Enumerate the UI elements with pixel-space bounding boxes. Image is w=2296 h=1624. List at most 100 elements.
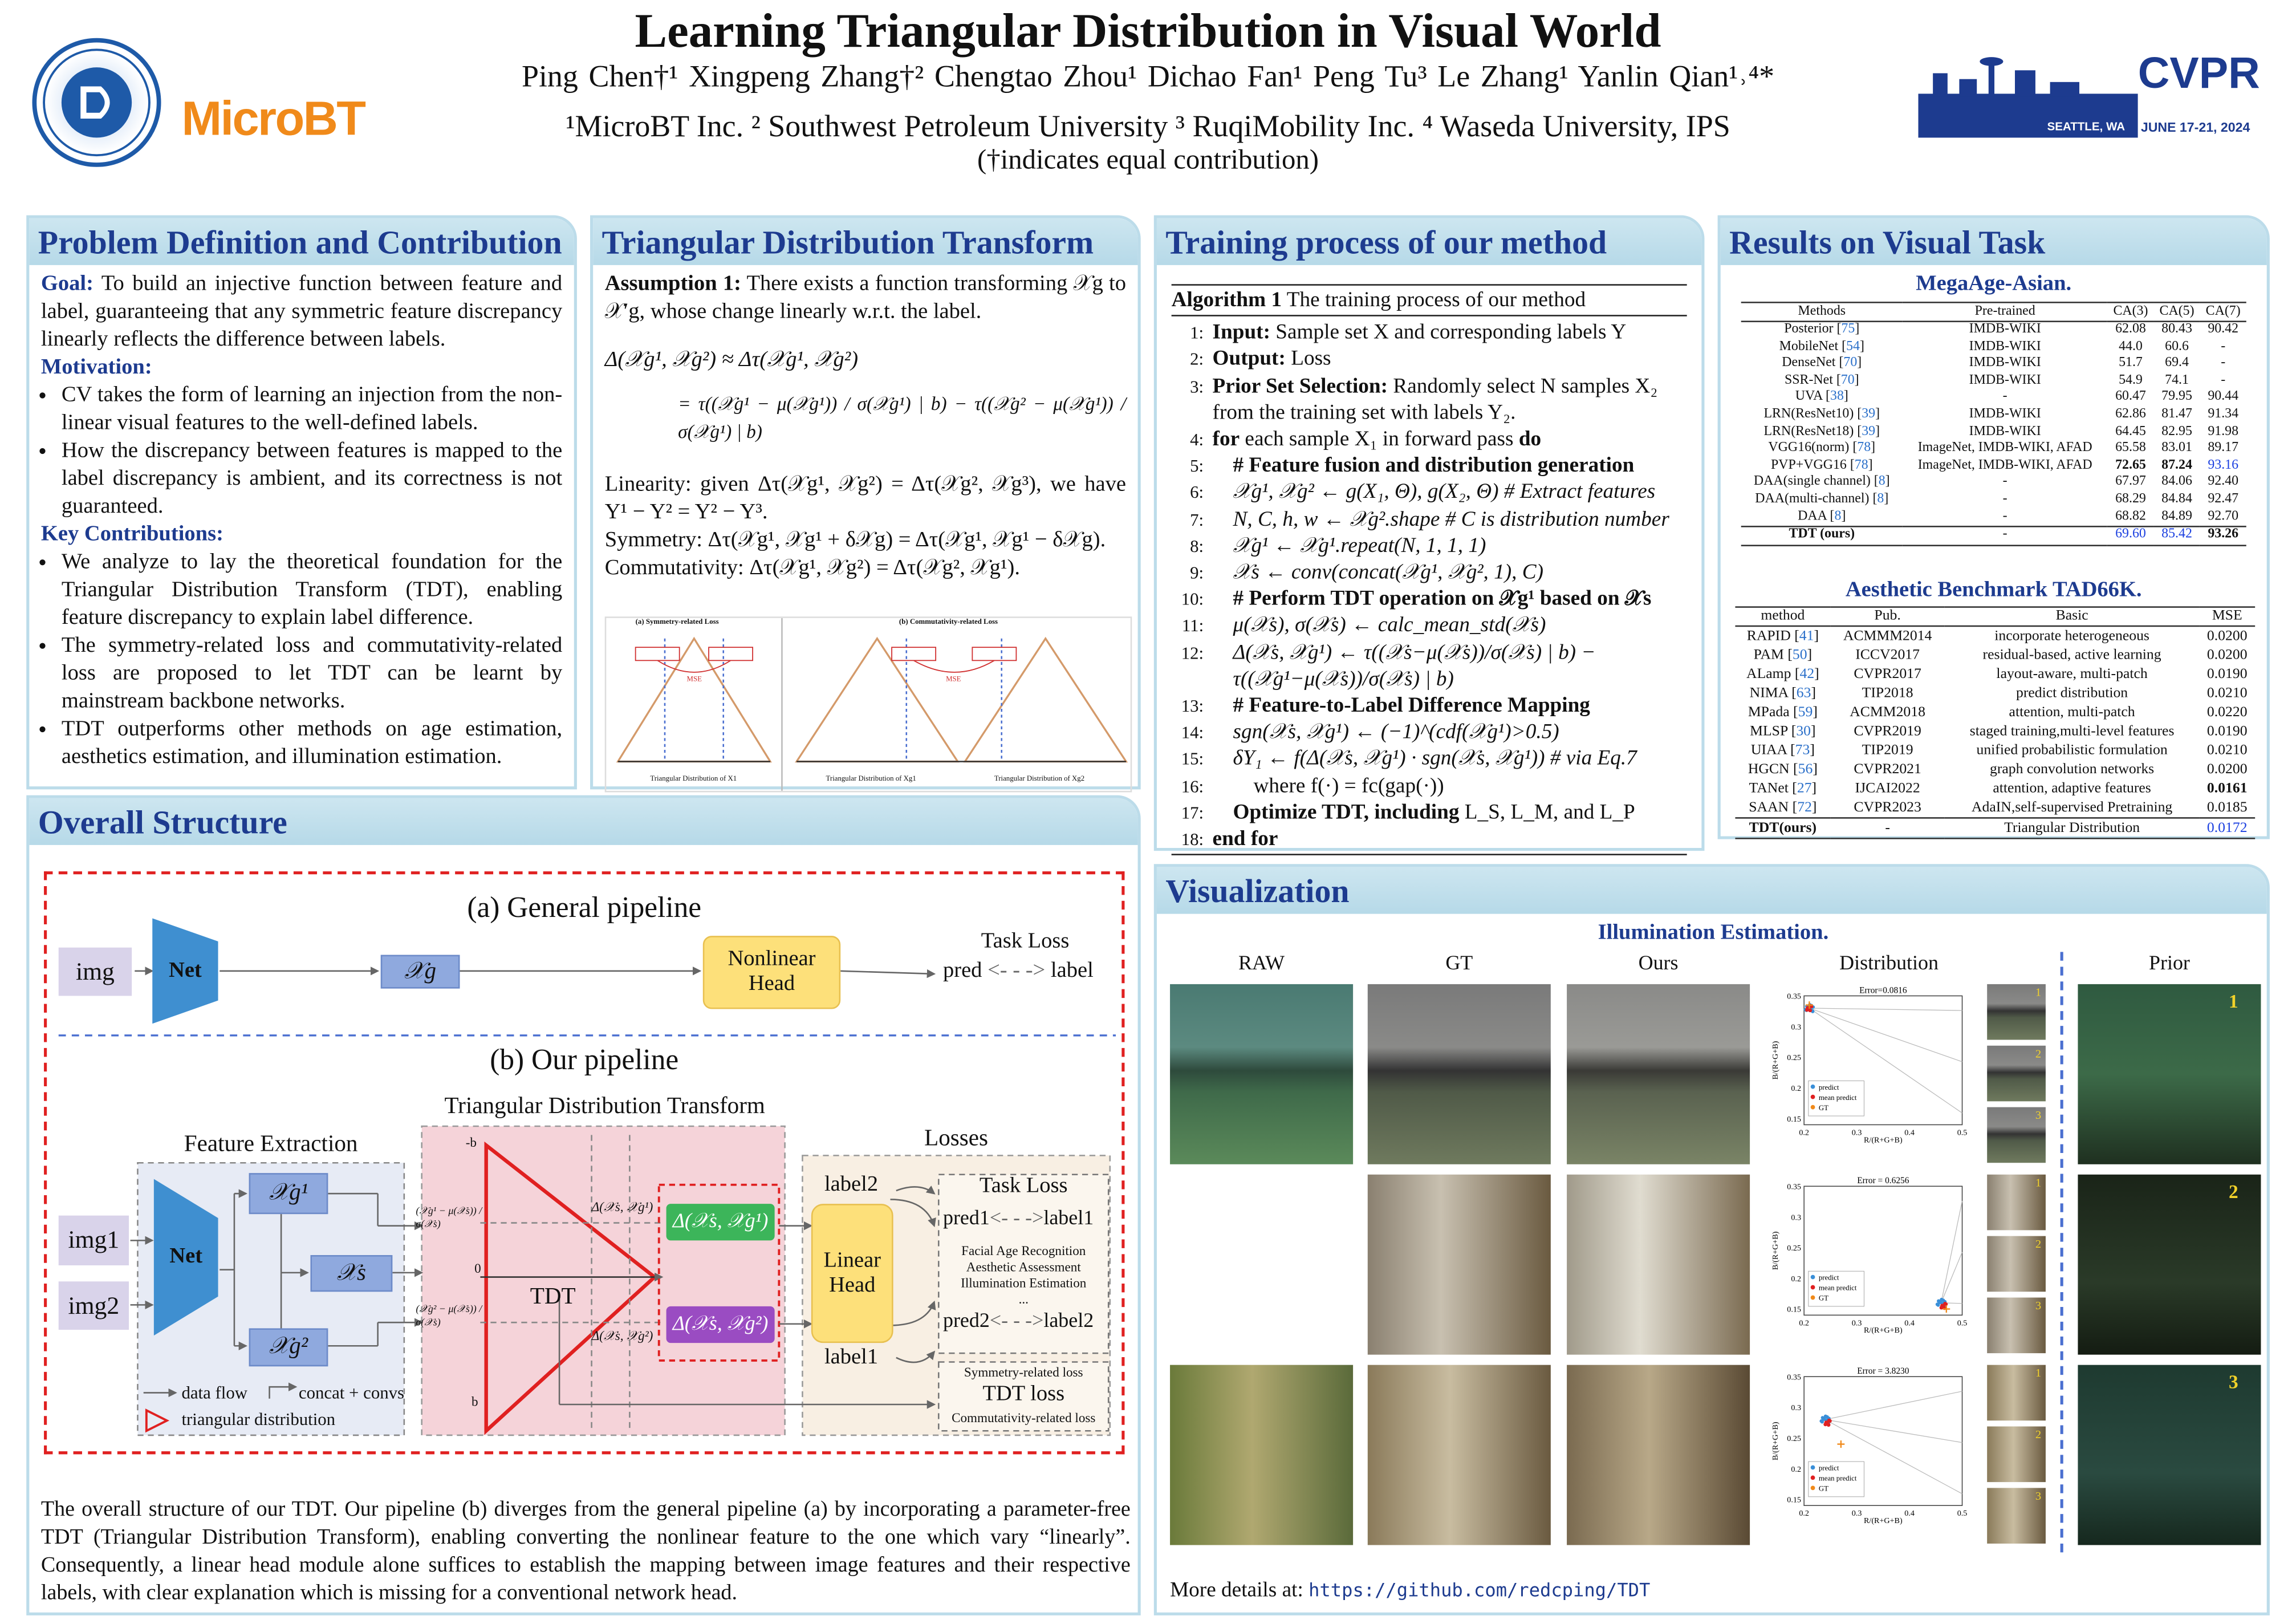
microbt-logo: MicroBT	[181, 91, 366, 145]
method-name: DAA(multi-channel)	[1755, 492, 1870, 507]
triangle-b1	[795, 636, 960, 763]
value-cell: 79.95	[2161, 390, 2192, 405]
pretrained-cell: IMDB-WIKI	[1969, 373, 2041, 388]
github-link[interactable]: https://github.com/redcping/TDT	[1308, 1578, 1651, 1601]
column-header: CA(5)	[2153, 302, 2200, 323]
column-raw: RAW	[1238, 953, 1285, 976]
plot-legend	[1808, 1270, 1864, 1307]
guide-line	[1809, 1008, 1962, 1062]
commutativity-loss: Commutativity-related loss	[952, 1410, 1096, 1425]
line-text: L_S, L_M, and L_P	[1459, 801, 1635, 825]
value-cell: 87.24	[2161, 458, 2192, 473]
line-body: # Feature-to-Label Difference Mapping	[1204, 693, 1590, 720]
citation: 70	[1840, 373, 1855, 388]
pretrained-cell: IMDB-WIKI	[1969, 322, 2041, 337]
basic-cell: layout-aware, multi-patch	[1996, 666, 2148, 683]
basic-cell: incorporate heterogeneous	[1994, 628, 2149, 645]
method-cell: DenseNet [70]	[1782, 356, 1862, 371]
method-name: PVP+VGG16	[1770, 458, 1847, 473]
x-tick: 0.3	[1852, 1509, 1862, 1518]
pub-cell: TIP2018	[1862, 685, 1913, 702]
pred1: pred1	[942, 1208, 990, 1231]
citation: 8	[1878, 475, 1885, 490]
ours-image	[1567, 1365, 1750, 1545]
line-text: Δ(𝒳s, 𝒳g¹) ← τ((𝒳s−μ(𝒳s))/σ(𝒳s) | b) − τ…	[1233, 640, 1596, 691]
pub-cell: CVPR2019	[1854, 723, 1921, 740]
img1-input: img1	[58, 1215, 129, 1266]
table-row: HGCN [56] CVPR2021 graph convolution netwo…	[1735, 760, 2255, 779]
value-cell: 54.9	[2119, 373, 2143, 388]
method-cell: VGG16(norm) [78]	[1768, 441, 1876, 456]
panel-problem-definition: Problem Definition and Contribution Goal…	[26, 215, 577, 790]
table-row: Posterior [75] IMDB-WIKI 62.08 80.43 90.42	[1741, 322, 2246, 339]
swpu-logo	[32, 38, 161, 167]
legend-label: GT	[1819, 1485, 1828, 1493]
our-pipeline-title: (b) Our pipeline	[490, 1044, 679, 1077]
method-name: NIMA	[1749, 685, 1788, 702]
problem-body: Goal: To build an injective function bet…	[29, 265, 574, 772]
prior-image	[2078, 1365, 2261, 1545]
value-cell: 90.42	[2208, 322, 2239, 337]
column-header: Methods	[1741, 302, 1903, 323]
value-cell: 69.60	[2107, 526, 2154, 546]
gt-image	[1367, 1174, 1551, 1355]
megaage-table: Methods Pre-trained CA(3) CA(5) CA(7) Posteri…	[1741, 302, 2246, 546]
method-cell: PAM [50]	[1753, 647, 1813, 664]
contribution-item: The symmetry-related loss and commutativ…	[62, 633, 562, 716]
predict-point	[1820, 1420, 1824, 1424]
table-row: MobileNet [54] IMDB-WIKI 44.0 60.6 -	[1741, 339, 2246, 356]
table-row: LRN(ResNet10) [39] IMDB-WIKI 62.86 81.47 91.…	[1741, 407, 2246, 424]
line-number: 16:	[1181, 776, 1204, 797]
pretrained-cell: IMDB-WIKI	[1969, 424, 2041, 439]
algorithm-line: 15: δY₁ ← f(Δ(𝒳s, 𝒳g¹) · sgn(𝒳s, 𝒳g¹)) # …	[1172, 746, 1687, 773]
x-tick: 0.2	[1799, 1318, 1809, 1327]
task-list: Facial Age Recognition Aesthetic Assessm…	[938, 1243, 1108, 1308]
prior-thumbnail	[1987, 1488, 2046, 1544]
loss-figure-svg	[616, 618, 1128, 791]
line-keyword: # Feature fusion and distribution genera…	[1233, 454, 1635, 478]
label2-input: label2	[824, 1173, 879, 1197]
thumbnail-number: 1	[2035, 1176, 2042, 1189]
method-name: UIAA	[1750, 742, 1787, 759]
method-name: DAA	[1798, 509, 1827, 524]
table-row: RAPID [41] ACMMM2014 incorporate heterogen…	[1735, 626, 2255, 646]
prior-thumbnail	[1987, 1174, 2046, 1231]
legend-marker	[1810, 1285, 1815, 1290]
delta-xs-xg1: Δ(𝒳s, 𝒳g¹)	[666, 1204, 775, 1241]
prior-number: 3	[2228, 1370, 2238, 1393]
method-cell: HGCN [56]	[1748, 761, 1818, 778]
pred2: pred2	[942, 1310, 990, 1333]
line-number: 17:	[1181, 802, 1204, 823]
axis-zero: 0	[474, 1261, 481, 1276]
line-number: 6:	[1190, 482, 1204, 504]
x-tick: 0.5	[1957, 1318, 1968, 1327]
panel-results: Results on Visual Task MegaAge-Asian. Me…	[1717, 215, 2270, 839]
line-body: 𝒳s ← conv(concat(𝒳g¹, 𝒳g², 1), C)	[1204, 559, 1544, 586]
mean-predict-point	[1939, 1305, 1944, 1310]
line-number: 8:	[1190, 535, 1204, 557]
triangular-distribution-shape	[484, 1141, 657, 1435]
line-text: each sample X₁ in forward pass	[1240, 427, 1519, 452]
method-name: LRN(ResNet10)	[1763, 407, 1854, 422]
thumbnail-number: 3	[2035, 1109, 2042, 1122]
prior-number: 1	[2228, 990, 2238, 1012]
mse-cell: 0.0200	[2206, 647, 2248, 664]
line-number: 5:	[1190, 456, 1204, 477]
method-name: TDT (ours)	[1789, 527, 1855, 542]
y-tick: 0.35	[1787, 992, 1801, 1001]
loss-figure: (a) Symmetry-related Loss (b) Commutativ…	[604, 616, 1132, 793]
norm-xg2: (𝒳g² − μ(𝒳s)) / σ(𝒳s)	[416, 1303, 482, 1329]
line-keyword: Prior Set Selection:	[1212, 374, 1388, 398]
pub-cell: CVPR2023	[1854, 799, 1921, 816]
line-body: Δ(𝒳s, 𝒳g¹) ← τ((𝒳s−μ(𝒳s))/σ(𝒳s) | b) − τ…	[1204, 639, 1687, 693]
table-row: SSR-Net [70] IMDB-WIKI 54.9 74.1 -	[1741, 373, 2246, 390]
task-item: Aesthetic Assessment	[966, 1259, 1081, 1274]
label1-input: label1	[824, 1346, 879, 1370]
swpu-emblem-icon	[43, 48, 151, 157]
algorithm-line: 11: μ(𝒳s), σ(𝒳s) ← calc_mean_std(𝒳s)	[1172, 613, 1687, 640]
megaage-table-wrap: Methods Pre-trained CA(3) CA(5) CA(7) Posteri…	[1741, 302, 2246, 546]
line-body: for each sample X₁ in forward pass do	[1204, 426, 1542, 453]
pipeline-arrows	[58, 967, 1116, 1436]
feature-xg2: 𝒳g²	[249, 1328, 328, 1367]
citation: 50	[1792, 647, 1807, 664]
